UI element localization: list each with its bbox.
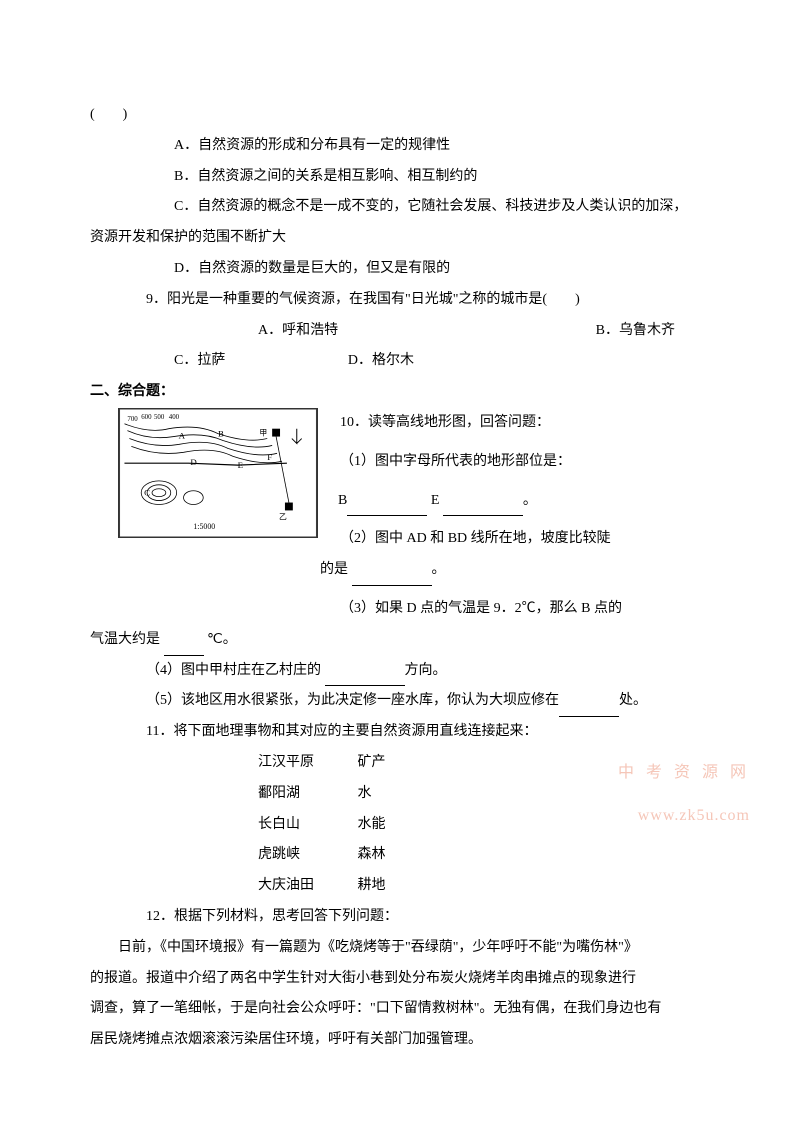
watermark-bottom: www.zk5u.com xyxy=(618,798,750,833)
question-10-5: （5）该地区用水很紧张，为此决定修一座水库，你认为大坝应修在 处。 xyxy=(90,686,710,717)
question-11: 11．将下面地理事物和其对应的主要自然资源用直线连接起来： xyxy=(90,717,710,748)
svg-text:F: F xyxy=(267,452,272,462)
match-5: 大庆油田 耕地 xyxy=(90,871,710,902)
q9-opt-b: B．乌鲁木齐 xyxy=(512,316,675,347)
match-5-right: 耕地 xyxy=(358,878,386,893)
q10-4-suffix: 方向。 xyxy=(405,663,447,678)
q10-e-prefix: E xyxy=(431,493,440,508)
option-b: B．自然资源之间的关系是相互影响、相互制约的 xyxy=(90,162,710,193)
match-4-left: 虎跳峡 xyxy=(174,840,354,871)
question-12: 12．根据下列材料，思考回答下列问题： xyxy=(90,902,710,933)
blank-b[interactable] xyxy=(347,500,427,517)
option-d: D．自然资源的数量是巨大的，但又是有限的 xyxy=(90,254,710,285)
blank-temp[interactable] xyxy=(164,639,204,656)
svg-text:600: 600 xyxy=(141,414,152,421)
contour-map-svg: 700 600 500 400 A B C D E F 甲 乙 1:500 xyxy=(119,409,317,537)
svg-text:700: 700 xyxy=(127,416,138,423)
watermark: 中 考 资 源 网 www.zk5u.com xyxy=(618,755,750,833)
svg-text:E: E xyxy=(238,460,243,470)
match-4-right: 森林 xyxy=(358,847,386,862)
q10-2-text: 的是 xyxy=(320,562,348,577)
question-10-3b: 气温大约是 ℃。 xyxy=(90,625,710,656)
section-2-title: 二、综合题： xyxy=(90,377,710,408)
match-2-left: 鄱阳湖 xyxy=(174,779,354,810)
match-1-right: 矿产 xyxy=(358,755,386,770)
paragraph-2: 的报道。报道中介绍了两名中学生针对大街小巷到处分布炭火烧烤羊肉串摊点的现象进行 xyxy=(90,964,710,995)
paragraph-4: 居民烧烤摊点浓烟滚滚污染居住环境，呼吁有关部门加强管理。 xyxy=(90,1025,710,1056)
svg-text:400: 400 xyxy=(169,414,180,421)
q10-4-text: （4）图中甲村庄在乙村庄的 xyxy=(146,663,321,678)
question-blank: ( ) xyxy=(90,100,710,131)
svg-text:甲: 甲 xyxy=(259,429,267,438)
blank-direction[interactable] xyxy=(325,670,405,687)
match-4: 虎跳峡 森林 xyxy=(90,840,710,871)
q10-5-text: （5）该地区用水很紧张，为此决定修一座水库，你认为大坝应修在 xyxy=(146,693,559,708)
question-10-4: （4）图中甲村庄在乙村庄的 方向。 xyxy=(90,656,710,687)
svg-text:A: A xyxy=(179,431,186,441)
q10-b-prefix: B xyxy=(338,493,347,508)
contour-map-figure: 700 600 500 400 A B C D E F 甲 乙 1:500 xyxy=(118,408,318,538)
svg-text:500: 500 xyxy=(154,414,165,421)
q10-3-unit: ℃。 xyxy=(207,632,237,647)
svg-text:1:5000: 1:5000 xyxy=(193,522,215,531)
svg-text:C: C xyxy=(144,488,150,498)
question-9: 9．阳光是一种重要的气候资源，在我国有"日光城"之称的城市是( ) xyxy=(90,285,710,316)
question-10-3: （3）如果 D 点的气温是 9．2℃，那么 B 点的 xyxy=(90,594,710,625)
blank-slope[interactable] xyxy=(352,569,432,586)
svg-text:乙: 乙 xyxy=(279,512,287,521)
paragraph-3: 调查，算了一笔细帐，于是向社会公众呼吁："口下留情救树林"。无独有偶，在我们身边… xyxy=(90,994,710,1025)
watermark-top: 中 考 资 源 网 xyxy=(618,755,750,790)
blank-e[interactable] xyxy=(443,500,523,517)
match-2-right: 水 xyxy=(358,786,372,801)
q9-opt-a: A．呼和浩特 xyxy=(174,316,338,347)
contour-map: 700 600 500 400 A B C D E F 甲 乙 1:500 xyxy=(118,408,318,538)
question-9-options: A．呼和浩特 B．乌鲁木齐 C．拉萨 D．格尔木 xyxy=(90,316,710,378)
match-3-left: 长白山 xyxy=(174,810,354,841)
match-3-right: 水能 xyxy=(358,817,386,832)
svg-text:D: D xyxy=(190,457,197,467)
q10-3-text: 气温大约是 xyxy=(90,632,160,647)
question-10-2b: 的是 。 xyxy=(90,555,710,586)
q10-5-suffix: 处。 xyxy=(619,693,647,708)
q10-2-suffix: 。 xyxy=(432,562,446,577)
svg-text:B: B xyxy=(218,429,224,439)
paragraph-1: 日前，《中国环境报》有一篇题为《吃烧烤等于"吞绿荫"，少年呼吁不能"为嘴伤林"》 xyxy=(90,933,710,964)
blank-dam[interactable] xyxy=(559,700,619,717)
option-a: A．自然资源的形成和分布具有一定的规律性 xyxy=(90,131,710,162)
match-5-left: 大庆油田 xyxy=(174,871,354,902)
match-1-left: 江汉平原 xyxy=(174,748,354,779)
q9-opt-c: C．拉萨 xyxy=(90,346,225,377)
option-c-line1: C．自然资源的概念不是一成不变的，它随社会发展、科技进步及人类认识的加深， xyxy=(90,192,710,223)
q9-opt-d: D．格尔木 xyxy=(264,346,414,377)
option-c-line2: 资源开发和保护的范围不断扩大 xyxy=(90,223,710,254)
q10-1-suffix: 。 xyxy=(523,493,537,508)
